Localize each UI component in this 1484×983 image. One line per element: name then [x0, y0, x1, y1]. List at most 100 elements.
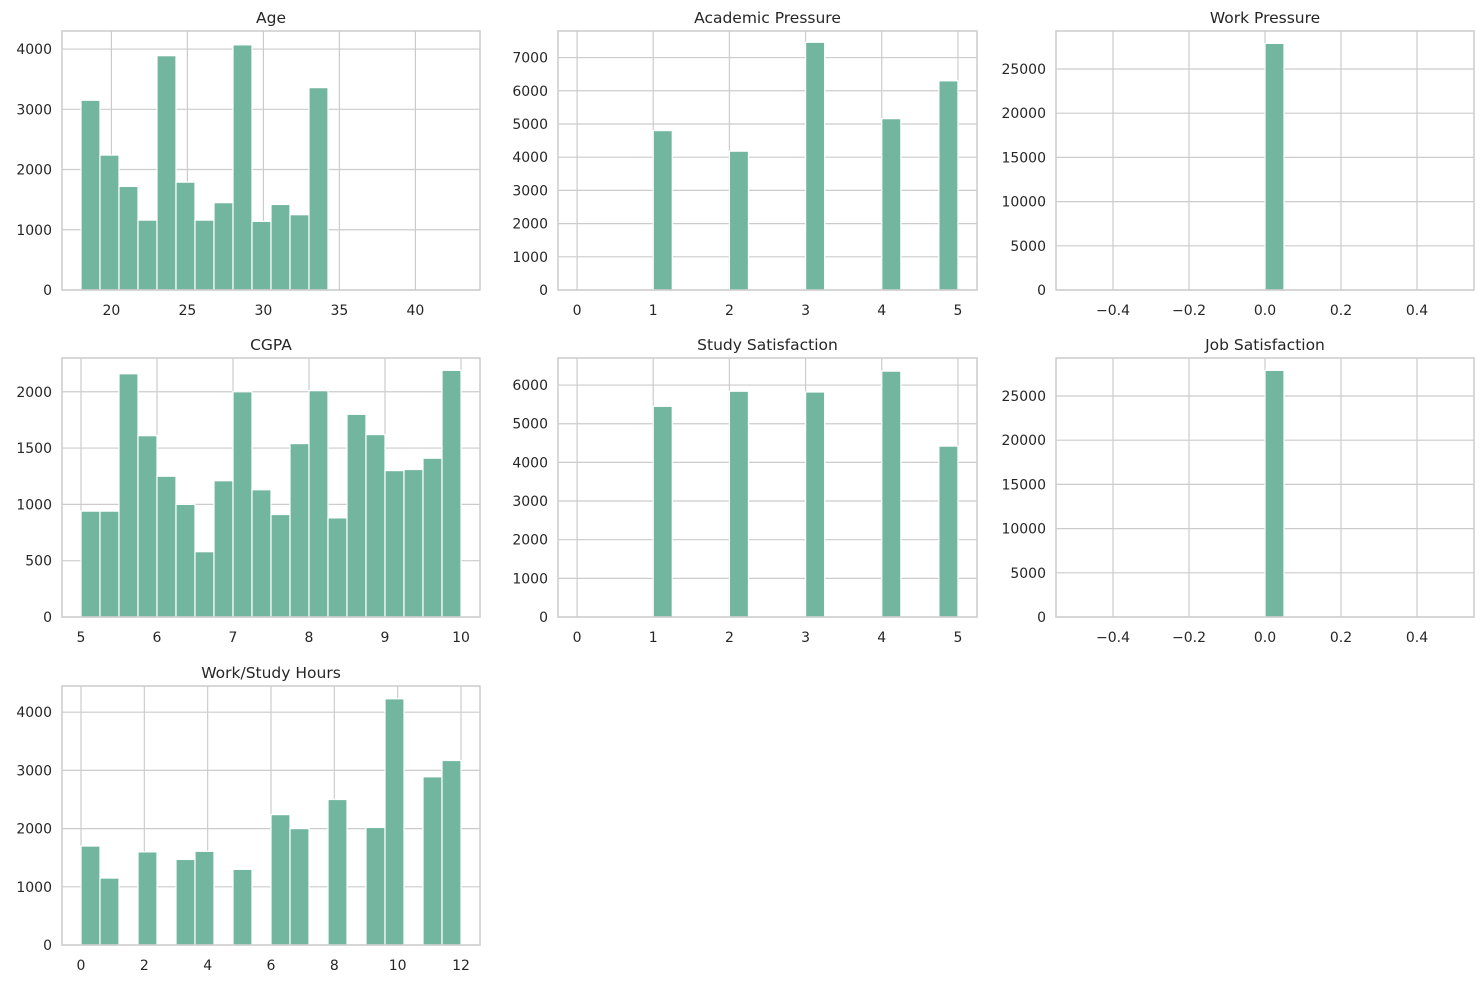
- y-tick-label: 4000: [16, 705, 52, 721]
- histogram-bar: [289, 442, 310, 618]
- x-tick-label: 4: [877, 303, 886, 319]
- histogram-bar: [156, 55, 177, 291]
- histogram-bar: [728, 390, 750, 618]
- x-tick-label: 6: [267, 958, 276, 974]
- x-tick-label: 8: [305, 630, 314, 646]
- y-tick-label: 15000: [1001, 150, 1046, 166]
- x-tick-label: −0.2: [1172, 303, 1206, 319]
- histogram-bar: [118, 185, 139, 291]
- y-tick-label: 7000: [512, 51, 548, 67]
- histogram-bar: [308, 390, 329, 618]
- y-tick-label: 3000: [16, 102, 52, 118]
- y-tick-label: 6000: [512, 378, 548, 394]
- y-tick-label: 20000: [1001, 106, 1046, 122]
- x-tick-label: 40: [406, 303, 424, 319]
- x-tick-label: 5: [953, 303, 962, 319]
- histogram-bar: [327, 798, 348, 946]
- x-tick-label: −0.2: [1172, 630, 1206, 646]
- x-tick-label: 6: [153, 630, 162, 646]
- histogram-bar: [251, 489, 272, 618]
- x-tick-label: 0: [573, 303, 582, 319]
- axes-frame: [1055, 30, 1475, 291]
- y-tick-label: 2000: [16, 822, 52, 838]
- histogram-bar: [137, 219, 158, 291]
- y-tick-label: 3000: [512, 183, 548, 199]
- histogram-bar: [346, 413, 367, 618]
- histogram-bar: [194, 850, 215, 946]
- y-tick-label: 1000: [16, 497, 52, 513]
- axes-frame: [1055, 357, 1475, 618]
- x-tick-label: 25: [178, 303, 196, 319]
- histogram-bar: [99, 510, 120, 618]
- histogram-bar: [938, 80, 959, 291]
- x-tick-label: 0.2: [1330, 303, 1352, 319]
- y-tick-label: 0: [1037, 610, 1046, 626]
- histogram-bar: [422, 776, 443, 946]
- y-tick-label: 0: [539, 610, 548, 626]
- x-tick-label: 0: [573, 630, 582, 646]
- y-tick-label: 2000: [512, 217, 548, 233]
- histogram-bar: [118, 373, 139, 618]
- histogram-bar: [232, 391, 253, 618]
- subplot-title: Age: [256, 9, 286, 27]
- histogram-panel: Job Satisfaction −0.4 −0.2 0.0 0.2 0.4 0 5000 10…: [1001, 336, 1475, 646]
- x-tick-label: 9: [381, 630, 390, 646]
- y-tick-label: 4000: [512, 455, 548, 471]
- histogram-bar: [289, 827, 310, 946]
- y-tick-label: 2000: [16, 385, 52, 401]
- histogram-panel: CGPA 5 6 7 8 9 10 0 500 1000 1500 2000: [16, 336, 481, 646]
- histogram-bar: [652, 405, 673, 618]
- x-tick-label: 1: [649, 630, 658, 646]
- subplot-title: Work Pressure: [1210, 9, 1320, 27]
- histogram-bar: [232, 44, 253, 291]
- x-tick-label: 3: [801, 630, 810, 646]
- histogram-bar: [1264, 369, 1285, 618]
- y-tick-label: 5000: [512, 417, 548, 433]
- y-tick-label: 1000: [512, 250, 548, 266]
- x-tick-label: 0.0: [1254, 303, 1276, 319]
- y-tick-label: 0: [1037, 283, 1046, 299]
- histogram-bar: [99, 877, 120, 946]
- histogram-bar: [175, 503, 196, 618]
- histogram-bar: [1264, 42, 1285, 291]
- histogram-bar: [881, 118, 902, 291]
- histogram-bar: [213, 480, 234, 618]
- histogram-bar: [80, 99, 101, 291]
- histogram-bar: [194, 219, 215, 291]
- histogram-bar: [365, 826, 386, 946]
- y-tick-label: 0: [43, 283, 52, 299]
- y-tick-label: 1000: [16, 880, 52, 896]
- x-tick-label: 8: [330, 958, 339, 974]
- x-tick-label: 30: [254, 303, 272, 319]
- x-tick-label: 12: [452, 958, 470, 974]
- y-tick-label: 6000: [512, 84, 548, 100]
- histogram-bar: [327, 517, 348, 618]
- axes-frame: [61, 30, 481, 291]
- y-tick-label: 500: [25, 554, 52, 570]
- x-tick-label: 0.2: [1330, 630, 1352, 646]
- y-tick-label: 15000: [1001, 477, 1046, 493]
- histogram-bar: [270, 814, 291, 946]
- y-tick-label: 5000: [1010, 566, 1046, 582]
- x-tick-label: 5: [77, 630, 86, 646]
- histogram-bar: [308, 87, 329, 291]
- y-tick-label: 1500: [16, 441, 52, 457]
- x-tick-label: −0.4: [1096, 303, 1130, 319]
- axes-frame: [557, 30, 978, 291]
- histogram-bar: [289, 214, 310, 291]
- histogram-bar: [80, 845, 101, 946]
- x-tick-label: 2: [140, 958, 149, 974]
- y-tick-label: 1000: [512, 571, 548, 587]
- histogram-bar: [251, 220, 272, 291]
- histogram-bar: [384, 698, 405, 946]
- subplot-title: Job Satisfaction: [1204, 336, 1325, 354]
- histogram-bar: [804, 391, 826, 618]
- histogram-bar: [213, 202, 234, 291]
- y-tick-label: 4000: [16, 42, 52, 58]
- histogram-bar: [270, 203, 291, 291]
- histogram-bar: [270, 513, 291, 618]
- histogram-bar: [384, 470, 405, 618]
- y-tick-label: 3000: [16, 763, 52, 779]
- histogram-bar: [422, 457, 443, 618]
